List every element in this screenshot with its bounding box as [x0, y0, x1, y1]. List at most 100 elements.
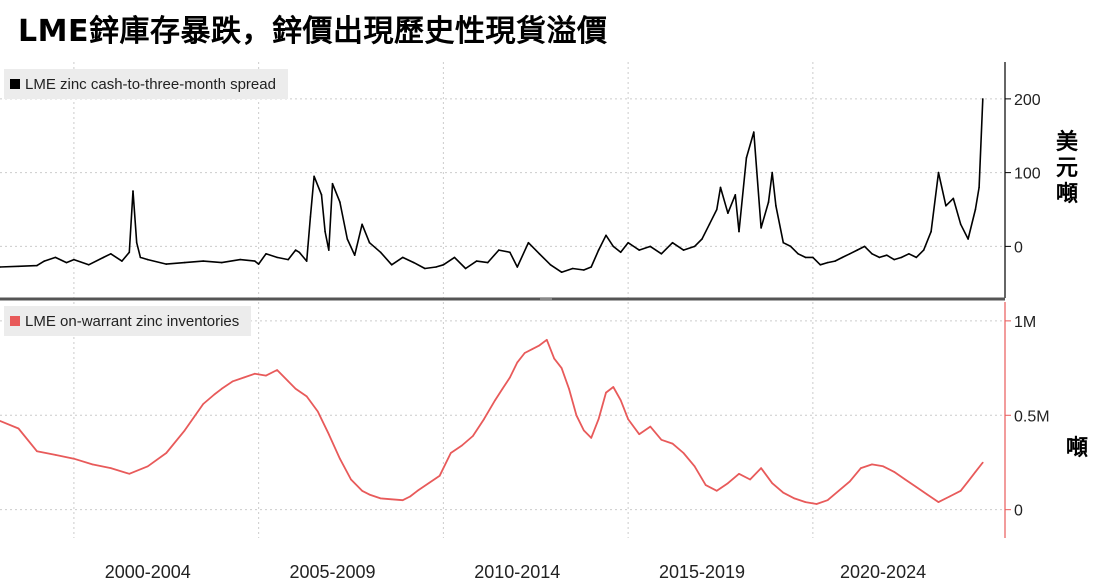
- data-point-p1-46: [546, 339, 548, 341]
- data-point-p0-110: [967, 238, 969, 240]
- data-point-p0-64: [619, 251, 622, 254]
- data-point-p0-113: [982, 98, 984, 100]
- data-point-p1-75: [826, 499, 829, 502]
- x-tick-label-4: 2020-2024: [840, 562, 926, 580]
- top-unit-char-2: 元: [1055, 156, 1078, 181]
- data-point-p0-98: [878, 256, 881, 259]
- data-point-p1-0: [0, 420, 1, 422]
- data-point-p0-86: [789, 245, 792, 248]
- data-point-p1-47: [553, 357, 555, 360]
- data-point-p1-3: [54, 454, 57, 456]
- series-layer: [0, 98, 984, 505]
- data-point-p1-78: [860, 467, 862, 469]
- data-point-p0-19: [220, 261, 223, 264]
- data-point-p1-6: [110, 467, 112, 469]
- data-point-p0-39: [368, 241, 371, 244]
- data-point-p1-67: [738, 473, 740, 475]
- data-point-p0-40: [379, 251, 382, 254]
- data-point-p1-70: [771, 482, 773, 485]
- data-point-p0-16: [165, 263, 168, 265]
- data-point-p1-27: [368, 493, 371, 496]
- data-point-p1-18: [276, 369, 278, 371]
- data-point-p0-21: [254, 260, 256, 262]
- data-point-p1-36: [461, 444, 463, 447]
- data-point-p0-29: [309, 216, 312, 218]
- data-point-p1-68: [749, 478, 751, 481]
- data-point-p0-18: [202, 260, 204, 262]
- data-point-p1-21: [305, 395, 308, 398]
- top-legend-label: LME zinc cash-to-three-month spread: [25, 75, 276, 93]
- data-point-p0-109: [959, 223, 962, 226]
- data-point-p0-3: [43, 260, 46, 262]
- data-point-p0-69: [671, 241, 674, 244]
- data-point-p0-105: [930, 230, 932, 233]
- data-point-p0-92: [834, 260, 836, 262]
- data-point-p1-45: [538, 344, 541, 347]
- data-point-p1-25: [350, 478, 352, 481]
- data-point-p1-65: [716, 490, 718, 492]
- data-point-p0-8: [102, 256, 105, 259]
- data-point-p1-34: [438, 474, 441, 477]
- data-point-p1-22: [317, 410, 319, 413]
- data-point-p0-37: [353, 254, 356, 256]
- data-point-p1-15: [243, 376, 245, 379]
- data-point-p0-85: [782, 241, 785, 244]
- data-point-p1-33: [427, 482, 430, 485]
- data-point-p1-24: [339, 457, 341, 460]
- data-point-p0-43: [413, 261, 415, 264]
- data-point-p0-47: [453, 256, 456, 259]
- data-point-p1-89: [974, 471, 977, 473]
- data-point-p0-23: [265, 253, 267, 255]
- data-point-p0-4: [54, 256, 57, 259]
- data-point-p0-79: [745, 157, 748, 159]
- top-unit-label: 美 元 噸: [1050, 130, 1084, 208]
- data-point-p1-62: [682, 452, 685, 454]
- top-unit-char-1: 美: [1055, 130, 1078, 155]
- top-legend: LME zinc cash-to-three-month spread: [4, 69, 288, 99]
- data-point-p0-74: [716, 208, 718, 211]
- data-point-p0-15: [147, 258, 149, 261]
- data-point-p1-12: [213, 393, 216, 396]
- data-point-p1-88: [967, 480, 969, 483]
- data-point-p1-39: [494, 399, 496, 402]
- data-point-p0-93: [841, 256, 844, 259]
- data-point-p1-54: [605, 391, 607, 394]
- data-point-p0-71: [693, 245, 696, 248]
- x-tick-label-3: 2015-2019: [659, 562, 745, 580]
- data-point-p1-87: [959, 490, 962, 492]
- data-point-p1-85: [937, 501, 940, 503]
- data-point-p1-61: [671, 442, 674, 445]
- data-point-p1-35: [450, 452, 452, 454]
- data-point-p0-14: [139, 256, 142, 259]
- data-point-p0-50: [486, 261, 489, 264]
- data-point-p0-7: [87, 264, 90, 266]
- data-point-p0-94: [849, 253, 851, 255]
- data-point-p1-63: [693, 465, 696, 468]
- data-point-p0-75: [719, 186, 722, 189]
- data-point-p1-79: [871, 463, 873, 466]
- data-point-p1-49: [568, 388, 570, 390]
- data-point-p1-11: [202, 403, 204, 405]
- data-point-p0-20: [239, 258, 241, 261]
- y-tick-label-p0-0: 0: [1014, 239, 1023, 256]
- data-point-p1-71: [782, 491, 785, 494]
- data-point-p1-44: [531, 348, 533, 351]
- top-legend-swatch: [10, 79, 20, 89]
- data-point-p0-108: [952, 197, 955, 200]
- data-point-p1-51: [583, 429, 585, 432]
- y-tick-label-p0-2: 200: [1014, 92, 1041, 109]
- data-point-p0-36: [346, 238, 349, 240]
- data-point-p0-96: [863, 245, 866, 248]
- data-point-p0-83: [771, 171, 773, 174]
- data-point-p1-72: [793, 497, 796, 500]
- series-line-p0: [0, 98, 984, 273]
- data-point-p1-58: [638, 433, 640, 436]
- data-point-p0-22: [257, 263, 260, 265]
- data-point-p0-91: [826, 261, 829, 264]
- data-point-p1-83: [915, 486, 918, 488]
- y-tick-label-p1-2: 1M: [1014, 314, 1036, 331]
- bottom-legend-swatch: [10, 316, 20, 326]
- data-point-p0-102: [908, 253, 910, 255]
- data-point-p0-72: [701, 238, 703, 240]
- data-point-p1-9: [165, 452, 168, 454]
